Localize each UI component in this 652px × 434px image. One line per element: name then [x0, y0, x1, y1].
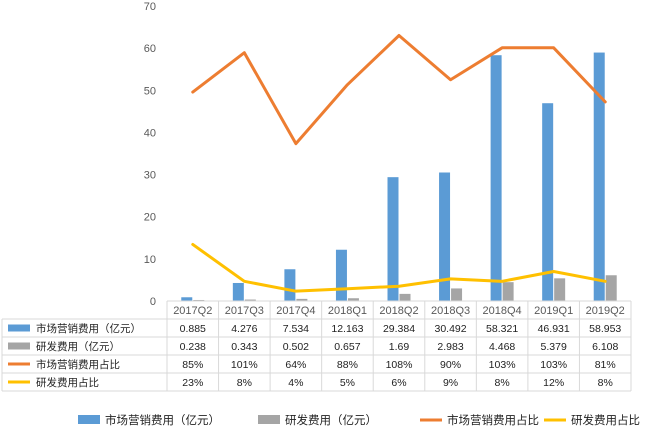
table-cell: 5.379 [541, 341, 567, 353]
data-table: 2017Q2 2017Q3 2017Q4 2018Q1 2018Q2 2018Q3 2018… [1, 300, 632, 392]
table-cell: 0.502 [283, 341, 309, 353]
table-cell: 12% [543, 377, 564, 389]
y-axis: 0 10 20 30 40 50 60 70 [144, 1, 156, 308]
table-cell: 58.321 [486, 323, 518, 335]
table-cell: 0.343 [231, 341, 257, 353]
legend-item-label: 研发费用占比 [571, 413, 640, 427]
table-cell: 88% [337, 359, 358, 371]
table-cell: 4.468 [489, 341, 515, 353]
bar [439, 172, 451, 301]
bar [347, 298, 359, 301]
x-tick-label: 2017Q4 [276, 305, 315, 317]
legend-key [258, 415, 280, 424]
table-cell: 4% [288, 377, 303, 389]
x-tick-label: 2019Q1 [534, 305, 573, 317]
table-legend-key [8, 324, 30, 332]
table-cell: 29.384 [383, 323, 415, 335]
series-line [191, 242, 607, 293]
bars [181, 52, 617, 302]
x-tick-label: 2018Q3 [431, 305, 470, 317]
x-tick-label: 2018Q1 [328, 305, 367, 317]
table-cell: 90% [440, 359, 461, 371]
table-cell: 4.276 [231, 323, 257, 335]
y-tick-label: 10 [144, 254, 156, 266]
table-cell: 58.953 [589, 323, 621, 335]
legend: 市场营销费用（亿元） 研发费用（亿元） 市场营销费用占比 研发费用占比 [78, 413, 640, 427]
x-tick-label: 2017Q3 [225, 305, 264, 317]
table-cell: 30.492 [434, 323, 466, 335]
table-cell: 9% [443, 377, 458, 389]
bar [244, 299, 256, 301]
table-cell: 0.885 [180, 323, 206, 335]
bar [232, 282, 244, 301]
bar [193, 299, 205, 301]
series-line [191, 34, 607, 146]
x-tick-label: 2019Q2 [586, 305, 625, 317]
y-tick-label: 0 [150, 296, 156, 308]
legend-item-label: 市场营销费用占比 [447, 413, 539, 427]
table-cell: 103% [540, 359, 567, 371]
x-tick-label: 2017Q2 [173, 305, 212, 317]
bar [335, 249, 347, 301]
bar [296, 298, 308, 301]
table-legend-key [8, 342, 30, 350]
y-tick-label: 30 [144, 170, 156, 182]
table-cell: 2.983 [437, 341, 463, 353]
table-cell: 81% [595, 359, 616, 371]
table-cell: 0.657 [334, 341, 360, 353]
table-cell: 46.931 [538, 323, 570, 335]
legend-item-label: 市场营销费用（亿元） [105, 413, 220, 427]
table-row-label: 研发费用占比 [36, 376, 99, 389]
legend-item-label: 研发费用（亿元） [285, 413, 377, 427]
table-cell: 6% [391, 377, 406, 389]
table-cell: 8% [598, 377, 613, 389]
x-tick-label: 2018Q2 [379, 305, 418, 317]
bar [284, 269, 296, 301]
bar [387, 177, 399, 301]
y-tick-label: 40 [144, 127, 156, 139]
y-tick-label: 70 [144, 1, 156, 13]
bar [605, 275, 617, 301]
lines [191, 34, 607, 293]
table-cell: 6.108 [592, 341, 618, 353]
table-cell: 64% [285, 359, 306, 371]
bar [593, 52, 605, 302]
bar [542, 103, 554, 301]
table-cell: 8% [495, 377, 510, 389]
table-row-label: 市场营销费用（亿元） [36, 322, 141, 335]
table-cell: 5% [340, 377, 355, 389]
table-cell: 23% [182, 377, 203, 389]
table-cell: 108% [386, 359, 413, 371]
legend-key [78, 415, 100, 424]
bar [181, 297, 193, 301]
bar [399, 293, 411, 301]
bar [502, 282, 514, 301]
bar [554, 278, 566, 301]
table-row-label: 研发费用（亿元） [36, 340, 120, 353]
bar [490, 55, 502, 301]
table-cell: 8% [237, 377, 252, 389]
table-cell: 7.534 [283, 323, 309, 335]
table-row-label: 市场营销费用占比 [36, 358, 120, 371]
table-cell: 103% [489, 359, 516, 371]
x-tick-label: 2018Q4 [483, 305, 522, 317]
table-cell: 85% [182, 359, 203, 371]
y-tick-label: 50 [144, 85, 156, 97]
y-tick-label: 20 [144, 212, 156, 224]
y-tick-label: 60 [144, 43, 156, 55]
table-cell: 101% [231, 359, 258, 371]
table-cell: 12.163 [331, 323, 363, 335]
table-cell: 0.238 [180, 341, 206, 353]
bar [451, 288, 463, 301]
table-cell: 1.69 [389, 341, 410, 353]
